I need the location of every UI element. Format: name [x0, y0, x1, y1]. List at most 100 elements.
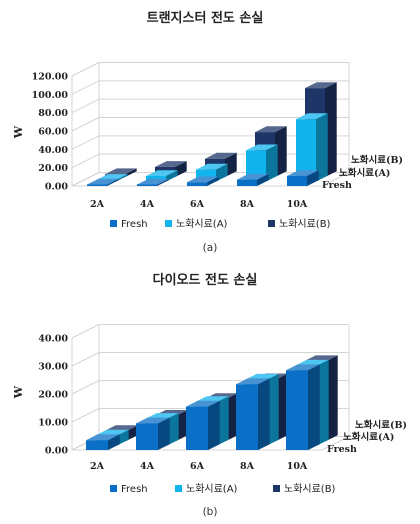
legend: Fresh 노화시료(A) 노화시료(B) [110, 483, 336, 495]
bar-side [258, 378, 270, 450]
bar [286, 364, 320, 450]
bar-side [257, 173, 269, 186]
chart-title: 트랜지스터 전도 손실 [147, 10, 264, 26]
bar-front [136, 423, 158, 450]
bar-top [205, 152, 237, 159]
bar-side [276, 373, 288, 441]
bar-top [105, 168, 137, 175]
gridline [71, 98, 100, 114]
bar-side [126, 425, 138, 441]
bar-top [255, 126, 287, 133]
bar-side [267, 373, 279, 446]
bar-top [145, 413, 179, 419]
bar [87, 178, 119, 186]
gridline [71, 380, 100, 395]
bar-top [195, 396, 229, 403]
y-tick-label: 30.00 [38, 362, 68, 373]
bar [136, 417, 170, 450]
x-tick-label: 8A [240, 461, 255, 472]
bar [186, 400, 220, 450]
y-tick-label: 100.00 [32, 90, 69, 101]
gridlines [71, 62, 350, 187]
bar [86, 434, 120, 450]
x-tick-label: 10A [287, 461, 308, 472]
bar-front [137, 184, 157, 186]
y-tick-label: 20.00 [38, 163, 68, 174]
bar-front [287, 175, 307, 186]
figure-caption: (b) [203, 506, 218, 518]
bar-top [104, 425, 138, 432]
y-tick-label: 20.00 [38, 390, 68, 401]
gridline [71, 153, 100, 169]
bar-side [226, 393, 238, 441]
bar-front [296, 119, 316, 182]
bar-side [325, 82, 337, 177]
series-axis-label: 노화시료(A) [339, 167, 390, 179]
bar-side [107, 178, 119, 186]
bar-side [317, 359, 329, 446]
bar [137, 178, 169, 186]
y-axis-label: W [12, 385, 25, 399]
bar [296, 113, 328, 182]
gridline [71, 62, 100, 77]
bar-side [308, 364, 320, 450]
legend-label: Fresh [121, 484, 148, 495]
bar-top [245, 373, 279, 380]
bar-side [207, 176, 219, 186]
y-tick-label: 80.00 [38, 108, 68, 119]
bar-top [96, 174, 128, 180]
bar-top [286, 364, 320, 371]
bars [87, 82, 337, 186]
bar [237, 173, 269, 186]
legend-label: 노화시료(A) [186, 483, 238, 495]
series-axis-label: 노화시료(B) [355, 419, 407, 431]
bars [86, 355, 338, 450]
bar [187, 176, 219, 186]
chart-title: 다이오드 전도 손실 [153, 272, 258, 288]
bar-side [157, 178, 169, 186]
gridline [71, 352, 100, 367]
y-tick-label: 60.00 [38, 127, 68, 138]
bar [236, 378, 270, 450]
y-tick-label: 10.00 [38, 418, 68, 429]
series-axis-label: Fresh [327, 444, 357, 455]
bar-side [158, 417, 170, 450]
bar-side [217, 396, 229, 446]
series-axis-label: 노화시료(B) [351, 154, 403, 166]
bar-top [295, 359, 329, 366]
bar-top [196, 163, 228, 170]
bar [287, 170, 319, 186]
legend-label: 노화시료(A) [176, 218, 228, 230]
bar-top [304, 355, 338, 362]
x-tick-label: 2A [90, 461, 105, 472]
bar-front [237, 179, 257, 186]
bar-side [175, 161, 187, 177]
x-tick-label: 6A [190, 199, 205, 210]
bar-top [86, 434, 120, 441]
x-tick-label: 8A [240, 199, 255, 210]
legend-label: 노화시료(B) [284, 483, 336, 495]
bar-side [108, 434, 120, 450]
bar-front [186, 406, 208, 450]
gridline [71, 80, 100, 95]
bar-front [87, 184, 107, 186]
figure-caption: (a) [203, 242, 218, 254]
gridline [71, 408, 100, 423]
bar-side [208, 400, 220, 450]
bar-front [86, 440, 108, 450]
bar-side [116, 174, 128, 182]
x-tick-label: 6A [190, 461, 205, 472]
bar-top [237, 173, 269, 180]
legend-swatch [165, 220, 172, 227]
chart-b: 다이오드 전도 손실 0.00 10.00 20.00 30.00 40.00 W 2A 4A 6… [12, 272, 407, 518]
bar-side [216, 163, 228, 182]
legend: Fresh 노화시료(A) 노화시료(B) [110, 218, 331, 230]
chart-a: 트랜지스터 전도 손실 0.00 20.00 40.00 60.00 80.00 100.0… [12, 10, 403, 254]
bar-side [266, 144, 278, 182]
bar-top [186, 400, 220, 407]
y-tick-label: 0.00 [45, 446, 69, 457]
bar-top [296, 113, 328, 120]
y-axis-label: W [12, 125, 25, 139]
y-tick-label: 40.00 [38, 334, 68, 345]
bar-side [225, 152, 237, 177]
